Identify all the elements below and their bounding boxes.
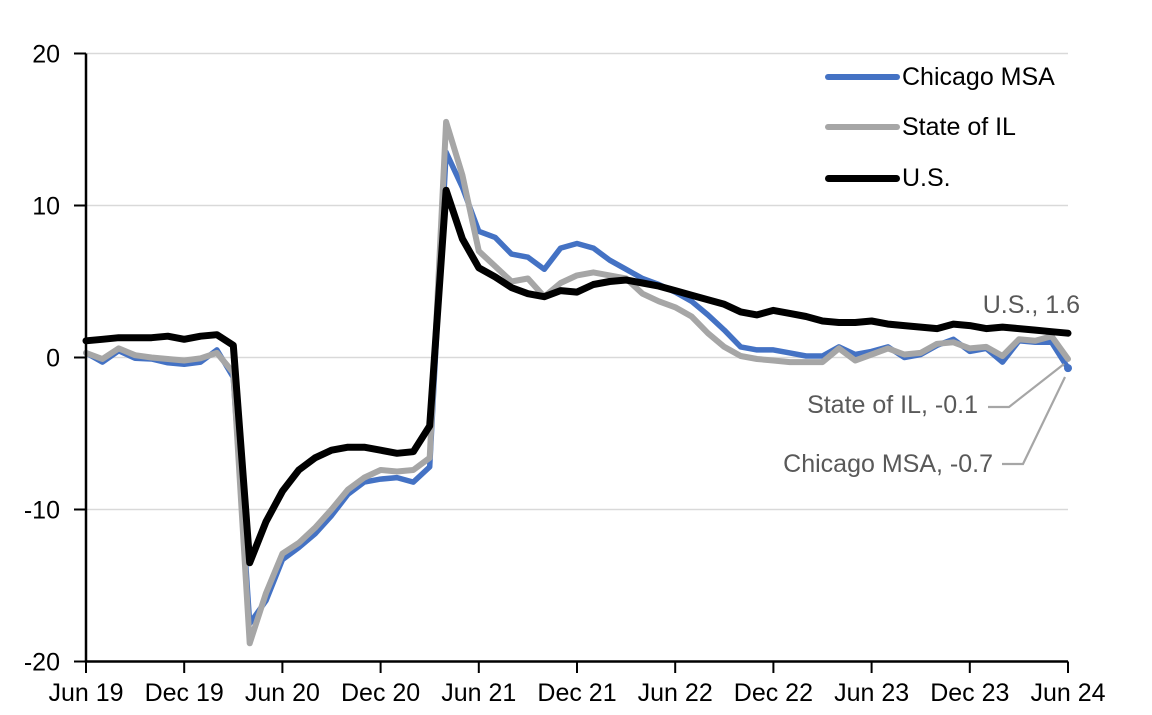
series-line-u-s: [82, 186, 1072, 567]
x-tick-label-jun-23: Jun 23: [834, 679, 909, 707]
end-label-u-s: U.S., 1.6: [983, 291, 1080, 319]
x-tick-label-dec-19: Dec 19: [145, 679, 224, 707]
y-tick-label--20: -20: [24, 649, 60, 677]
series-line-state-of-il: [83, 118, 1071, 647]
legend-label-state-of-il: State of IL: [902, 112, 1016, 141]
legend-label-chicago-msa: Chicago MSA: [902, 62, 1055, 91]
chicago-msa-line-swatch: [825, 74, 900, 80]
state-of-il-line-swatch: [825, 124, 900, 130]
end-label-state-of-il: State of IL, -0.1: [807, 391, 978, 419]
legend-label-us: U.S.: [902, 163, 951, 192]
leader-line-chicago-msa: [1002, 376, 1066, 466]
x-tick-label-dec-21: Dec 21: [537, 679, 616, 707]
x-tick-label-jun-20: Jun 20: [245, 679, 320, 707]
x-tick-label-dec-22: Dec 22: [734, 679, 813, 707]
series-end-marker-chicago-msa: [1064, 364, 1072, 373]
y-tick-label-20: 20: [32, 41, 60, 69]
y-tick-label--10: -10: [24, 497, 60, 525]
x-tick-label-dec-23: Dec 23: [930, 679, 1009, 707]
x-tick-label-jun-24: Jun 24: [1030, 679, 1105, 707]
y-tick-label-10: 10: [32, 193, 60, 221]
x-tick-label-jun-21: Jun 21: [441, 679, 516, 707]
end-label-chicago-msa: Chicago MSA, -0.7: [783, 450, 993, 478]
x-tick-label-jun-19: Jun 19: [48, 679, 123, 707]
y-gridlines: [86, 52, 1068, 511]
legend-item-state-of-il: State of IL: [825, 113, 1016, 141]
y-tick-label-0: 0: [46, 345, 60, 373]
legend-item-us: U.S.: [825, 164, 951, 192]
us-line-swatch: [825, 174, 900, 182]
x-tick-label-dec-20: Dec 20: [341, 679, 420, 707]
leader-line-state-of-il: [988, 363, 1065, 409]
x-tick-label-jun-22: Jun 22: [638, 679, 713, 707]
legend-item-chicago-msa: Chicago MSA: [825, 63, 1055, 91]
data-label-callouts: U.S., 1.6 State of IL, -0.1 Chicago MSA, -…: [783, 291, 1080, 478]
